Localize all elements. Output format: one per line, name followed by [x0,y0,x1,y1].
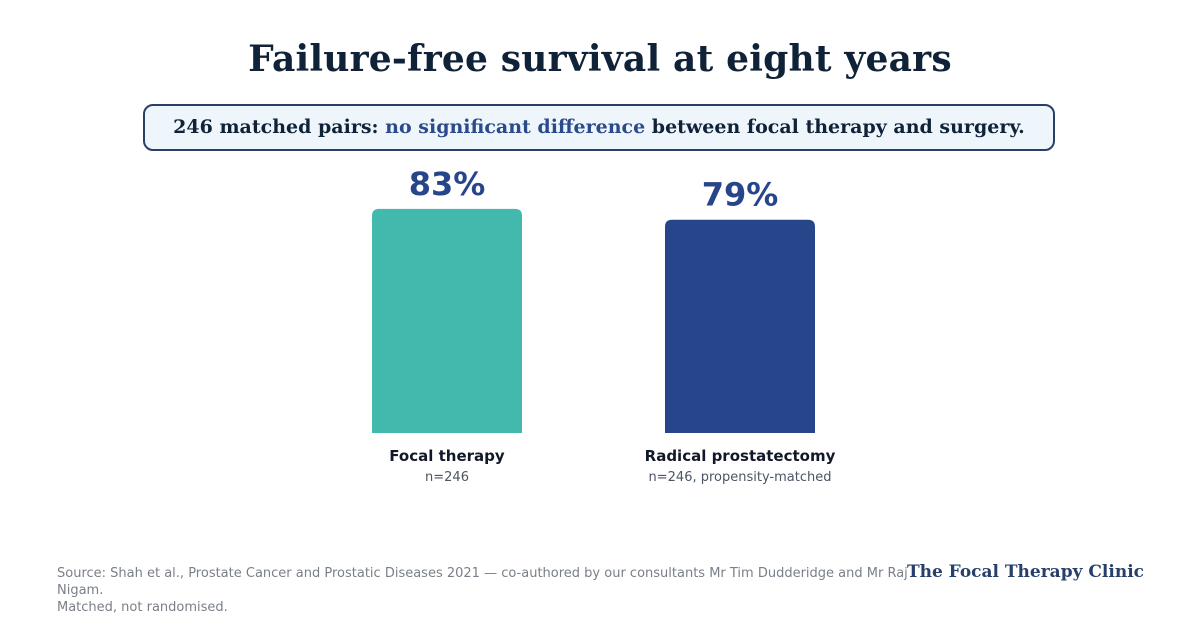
bar [372,208,522,433]
bar [665,219,815,433]
chart-title: Failure-free survival at eight years [248,38,952,80]
brand-name: The Focal Therapy Clinic [906,562,1144,582]
source-line: Source: Shah et al., Prostate Cancer and… [57,566,908,598]
callout-prefix: 246 matched pairs: [173,116,386,138]
summary-callout: 246 matched pairs: no significant differ… [143,104,1055,151]
source-note: Source: Shah et al., Prostate Cancer and… [57,565,917,616]
callout-suffix: between focal therapy and surgery. [645,116,1025,138]
category-label: Radical prostatectomy [645,447,836,465]
method-note: Matched, not randomised. [57,600,228,615]
value-label: 83% [409,165,486,203]
category-subtitle: n=246, propensity-matched [649,470,832,485]
value-label: 79% [702,176,779,214]
category-label: Focal therapy [389,447,505,465]
callout-highlight: no significant difference [385,116,646,138]
category-subtitle: n=246 [425,470,469,485]
